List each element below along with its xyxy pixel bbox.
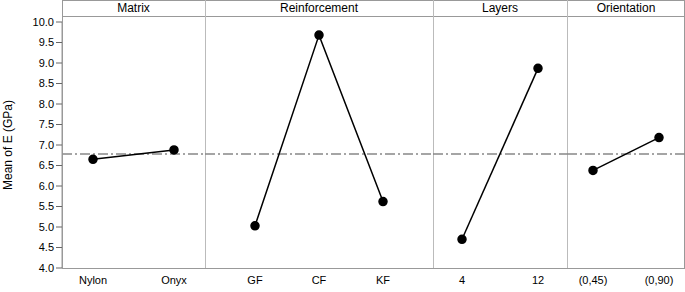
- html-text:Matrix: Matrix: [117, 1, 150, 15]
- svg-text:GF: GF: [247, 274, 263, 286]
- svg-text:(0,90): (0,90): [645, 274, 674, 286]
- svg-text:8.0: 8.0: [39, 98, 54, 110]
- svg-text:6.5: 6.5: [39, 159, 54, 171]
- svg-text:4.0: 4.0: [39, 262, 54, 274]
- svg-text:5.0: 5.0: [39, 221, 54, 233]
- svg-text:Onyx: Onyx: [161, 274, 187, 286]
- svg-text:4.5: 4.5: [39, 241, 54, 253]
- svg-text:Mean of E (GPa): Mean of E (GPa): [8, 100, 15, 190]
- svg-text:5.5: 5.5: [39, 200, 54, 212]
- svg-text:CF: CF: [312, 274, 327, 286]
- html-text:Orientation: Orientation: [596, 1, 656, 15]
- html-text:Layers: Layers: [482, 1, 518, 15]
- svg-text:7.0: 7.0: [39, 139, 54, 151]
- svg-text:9.0: 9.0: [39, 57, 54, 69]
- svg-text:8.5: 8.5: [39, 77, 54, 89]
- html-text:Reinforcement: Reinforcement: [280, 1, 358, 15]
- svg-text:4: 4: [459, 274, 465, 286]
- svg-text:Nylon: Nylon: [79, 274, 107, 286]
- svg-text:KF: KF: [376, 274, 390, 286]
- svg-text:(0,45): (0,45): [579, 274, 608, 286]
- svg-text:6.0: 6.0: [39, 180, 54, 192]
- svg-text:12: 12: [532, 274, 544, 286]
- svg-text:10.0: 10.0: [33, 16, 54, 28]
- svg-text:9.5: 9.5: [39, 36, 54, 48]
- svg-text:7.5: 7.5: [39, 118, 54, 130]
